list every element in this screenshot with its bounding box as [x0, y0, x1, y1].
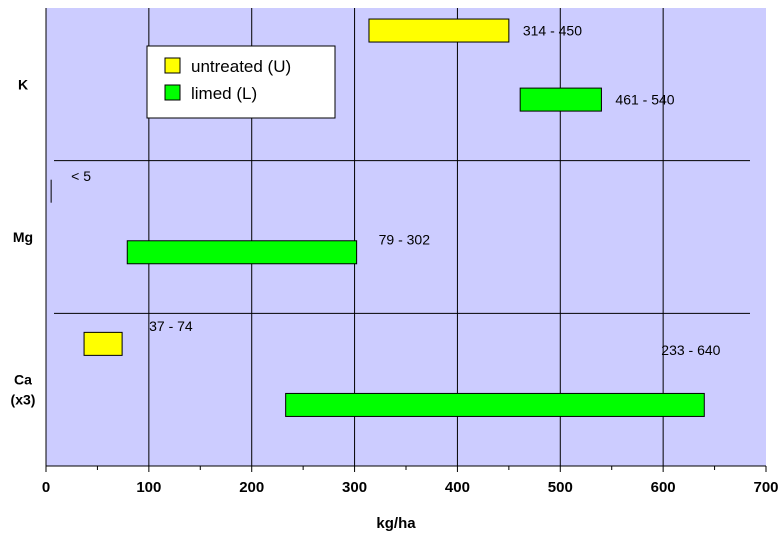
- bar-1-2: [285, 392, 705, 417]
- category-label-2-0: Ca: [14, 372, 32, 388]
- x-tick-label-200: 200: [239, 479, 264, 496]
- x-tick-label-100: 100: [136, 479, 161, 496]
- legend-swatch-0: [164, 57, 181, 74]
- category-label-1-0: Mg: [13, 229, 33, 245]
- x-tick-label-500: 500: [548, 479, 573, 496]
- legend-swatch-1: [164, 84, 181, 101]
- range-label-0-0: 314 - 450: [523, 23, 582, 39]
- legend: untreated (U) limed (L): [146, 45, 336, 119]
- x-axis-title: kg/ha: [376, 515, 416, 532]
- bar-0-0: [368, 18, 510, 43]
- range-bars: [50, 18, 705, 417]
- x-tick-label-600: 600: [651, 479, 676, 496]
- x-axis: 0 100 200 300 400 500 600 700: [42, 8, 779, 496]
- range-label-1-1: 79 - 302: [379, 231, 431, 247]
- x-tick-label-0: 0: [42, 479, 50, 496]
- legend-label-1: limed (L): [191, 84, 257, 103]
- bar-1-0: [519, 87, 602, 112]
- range-label-1-2: 233 - 640: [661, 342, 720, 358]
- category-labels: K Mg Ca (x3): [11, 76, 36, 407]
- bar-1-1: [126, 240, 358, 265]
- category-separators: [54, 160, 750, 314]
- category-label-2-1: (x3): [11, 392, 36, 408]
- range-labels: 314 - 450 < 5 37 - 74 461 - 540 79 - 302 233 …: [71, 23, 721, 358]
- legend-label-0: untreated (U): [191, 57, 291, 76]
- bar-0-2: [83, 331, 123, 356]
- x-tick-label-700: 700: [753, 479, 778, 496]
- range-label-0-1: < 5: [71, 168, 91, 184]
- category-label-0-0: K: [18, 76, 28, 92]
- x-tick-label-300: 300: [342, 479, 367, 496]
- range-label-1-0: 461 - 540: [615, 92, 674, 108]
- x-tick-label-400: 400: [445, 479, 470, 496]
- range-label-0-2: 37 - 74: [149, 318, 193, 334]
